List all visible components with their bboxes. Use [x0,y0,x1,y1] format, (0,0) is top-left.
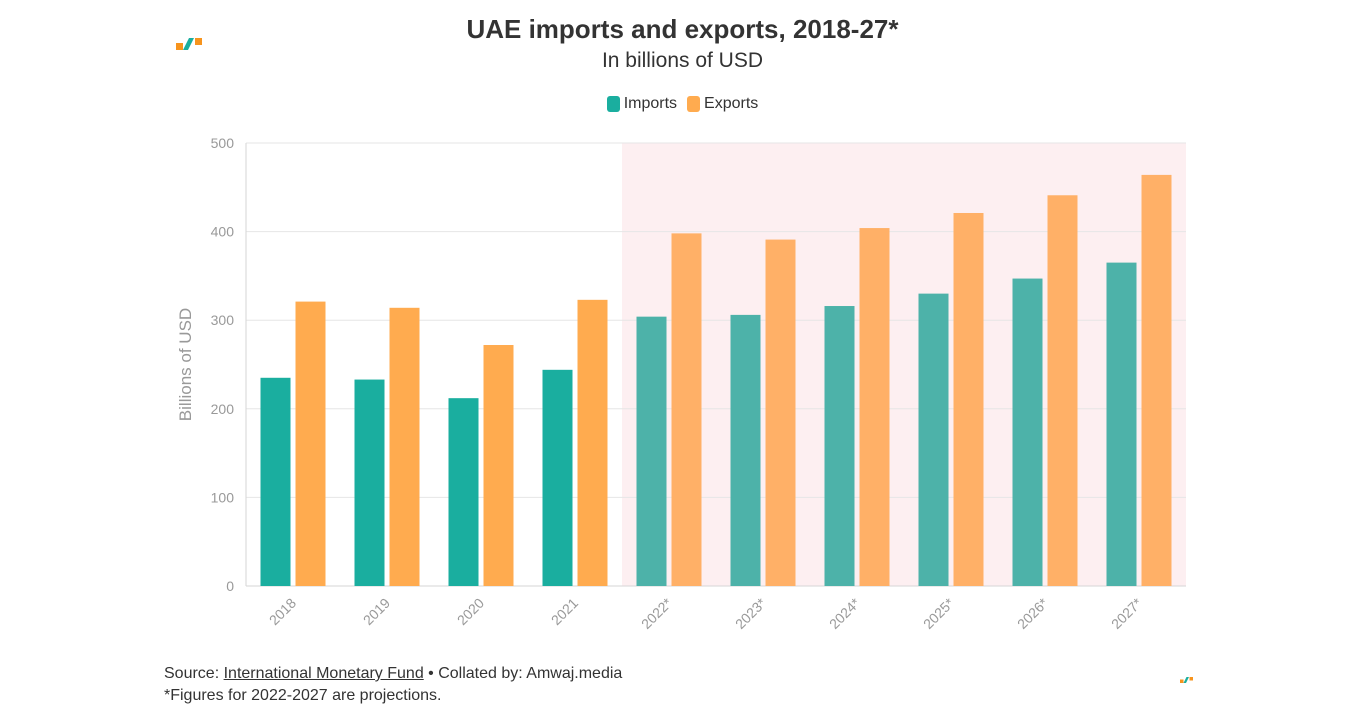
x-tick-label: 2022* [638,594,676,632]
bar-imports [730,314,761,586]
y-tick-label: 300 [211,312,235,328]
x-tick-label: 2019 [360,595,393,628]
legend-label-imports: Imports [623,95,678,112]
bar-imports [448,398,479,586]
source-line: Source: International Monetary Fund • Co… [164,663,622,685]
bar-exports [1141,174,1172,586]
amwaj-small-logo-icon [1180,677,1193,683]
bar-imports [542,369,573,586]
legend-item-exports[interactable]: Exports [687,95,758,113]
bar-exports [953,212,984,586]
collated-by: • Collated by: Amwaj.media [428,665,623,682]
x-tick-label: 2026* [1014,594,1052,632]
legend-item-imports[interactable]: Imports [606,95,678,113]
x-tick-label: 2021 [548,595,581,628]
bar-imports [918,293,949,586]
x-tick-label: 2023* [732,594,770,632]
bar-exports [765,239,796,586]
bar-exports [483,345,514,586]
x-tick-label: 2025* [920,594,958,632]
legend-label-exports: Exports [704,95,759,112]
y-tick-label: 500 [211,135,235,151]
projection-band [622,143,1186,586]
x-tick-label: 2020 [454,595,487,628]
bar-exports [1047,195,1078,587]
bar-exports [295,301,326,586]
bar-imports [1106,262,1137,586]
y-tick-label: 0 [226,578,234,594]
y-axis-label: Billions of USD [176,308,195,421]
bar-imports [636,316,667,586]
y-tick-label: 400 [211,224,235,240]
legend-swatch-imports [606,96,620,112]
bar-imports [354,379,385,586]
legend-swatch-exports [687,96,701,112]
y-tick-label: 100 [211,489,235,505]
amwaj-logo-icon [176,38,202,50]
y-tick-label: 200 [211,401,235,417]
bar-imports [824,306,855,586]
footer: Source: International Monetary Fund • Co… [164,663,622,707]
chart-title: UAE imports and exports, 2018-27* [466,14,899,44]
bar-exports [671,233,702,586]
x-tick-label: 2018 [266,595,299,628]
source-link[interactable]: International Monetary Fund [223,665,424,682]
x-tick-label: 2027* [1108,594,1146,632]
chart-subtitle: In billions of USD [601,49,764,72]
x-tick-label: 2024* [826,594,864,632]
bar-exports [859,228,890,586]
legend: Imports Exports [0,95,1365,113]
source-prefix: Source: [164,665,220,682]
bar-imports [260,377,291,586]
projection-note: *Figures for 2022-2027 are projections. [164,687,442,704]
bar-exports [577,299,608,586]
bar-exports [389,307,420,586]
bar-imports [1012,278,1043,586]
